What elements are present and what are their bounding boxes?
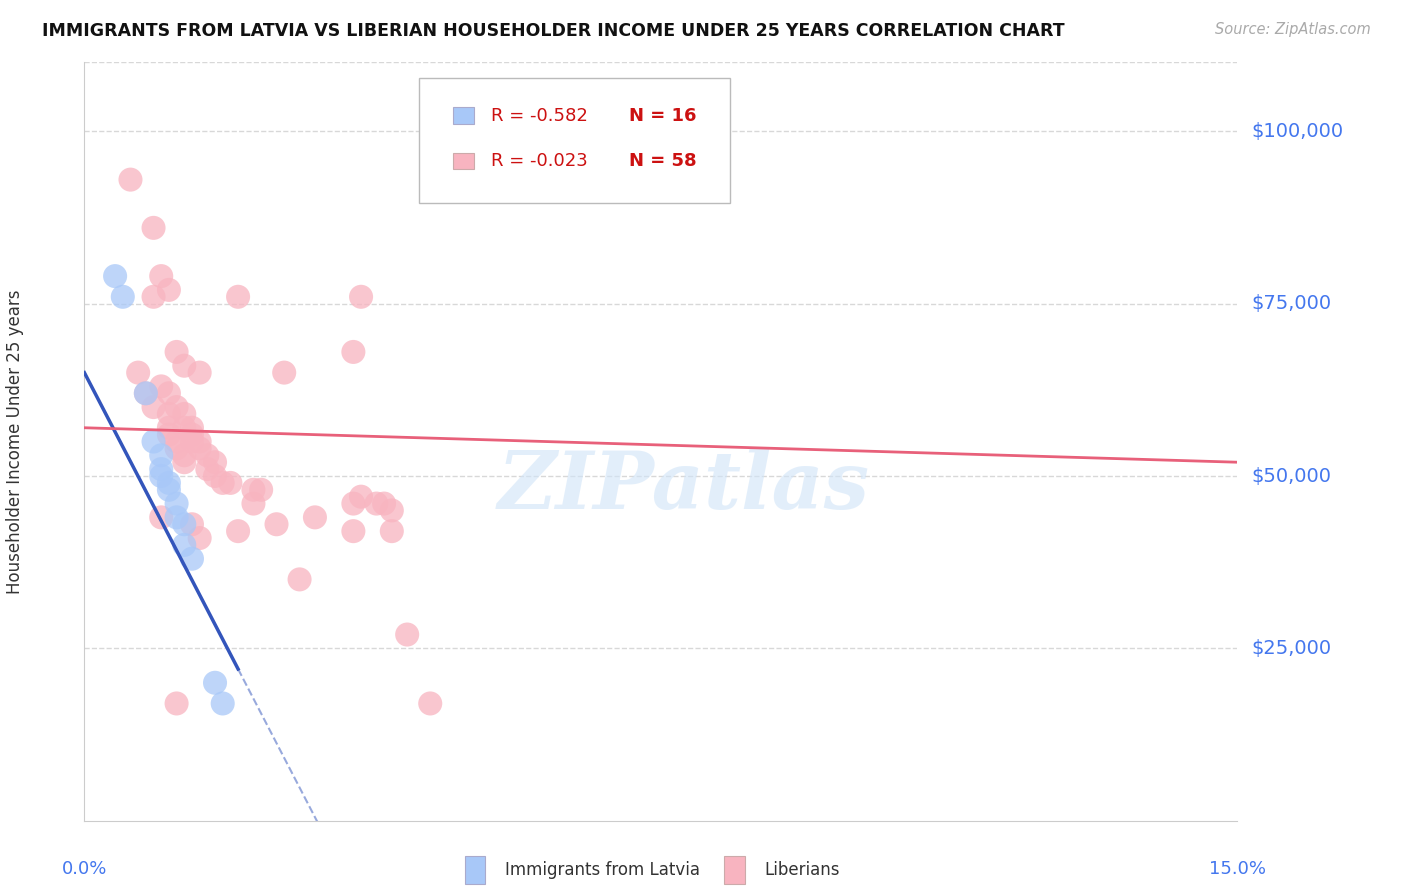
Point [366, 497, 388, 511]
Point [104, 269, 127, 284]
Point [127, 366, 149, 380]
Point [381, 503, 404, 517]
Point [181, 434, 204, 449]
Text: $100,000: $100,000 [1251, 122, 1343, 141]
Point [181, 517, 204, 532]
Point [173, 421, 195, 435]
Point [288, 573, 311, 587]
Point [150, 379, 173, 393]
FancyBboxPatch shape [453, 107, 474, 124]
Point [135, 386, 157, 401]
Point [166, 510, 188, 524]
Point [157, 427, 180, 442]
Point [204, 469, 226, 483]
FancyBboxPatch shape [419, 78, 730, 202]
Point [419, 697, 441, 711]
Point [173, 407, 195, 421]
Point [226, 524, 249, 538]
Text: Source: ZipAtlas.com: Source: ZipAtlas.com [1215, 22, 1371, 37]
Text: $25,000: $25,000 [1251, 639, 1331, 657]
Point [204, 455, 226, 469]
Point [273, 366, 295, 380]
Point [219, 475, 242, 490]
Text: IMMIGRANTS FROM LATVIA VS LIBERIAN HOUSEHOLDER INCOME UNDER 25 YEARS CORRELATION: IMMIGRANTS FROM LATVIA VS LIBERIAN HOUSE… [42, 22, 1064, 40]
Point [157, 483, 180, 497]
Point [166, 345, 188, 359]
Text: Liberians: Liberians [765, 861, 839, 879]
Point [157, 283, 180, 297]
Text: Immigrants from Latvia: Immigrants from Latvia [505, 861, 700, 879]
Point [150, 269, 173, 284]
Point [120, 172, 142, 186]
Point [150, 462, 173, 476]
Point [173, 455, 195, 469]
Text: R = -0.023: R = -0.023 [491, 152, 588, 170]
Point [142, 290, 165, 304]
Point [188, 366, 211, 380]
Point [181, 427, 204, 442]
FancyBboxPatch shape [465, 856, 485, 884]
Point [157, 407, 180, 421]
Point [181, 421, 204, 435]
Point [166, 497, 188, 511]
Point [157, 421, 180, 435]
Point [173, 359, 195, 373]
Point [166, 442, 188, 456]
Point [211, 475, 233, 490]
Point [173, 538, 195, 552]
Text: $50,000: $50,000 [1251, 467, 1331, 485]
Point [166, 400, 188, 414]
Point [157, 475, 180, 490]
Point [142, 220, 165, 235]
Point [350, 490, 373, 504]
Point [188, 531, 211, 545]
Point [150, 469, 173, 483]
Text: 0.0%: 0.0% [62, 860, 107, 878]
Point [157, 386, 180, 401]
Point [304, 510, 326, 524]
FancyBboxPatch shape [724, 856, 745, 884]
Point [188, 434, 211, 449]
Point [166, 434, 188, 449]
Point [211, 697, 233, 711]
Point [195, 448, 218, 462]
Text: 15.0%: 15.0% [1209, 860, 1265, 878]
Point [266, 517, 288, 532]
Point [242, 483, 264, 497]
Point [226, 290, 249, 304]
Point [142, 434, 165, 449]
Point [181, 551, 204, 566]
Text: ZIPatlas: ZIPatlas [498, 449, 870, 525]
FancyBboxPatch shape [453, 153, 474, 169]
Text: Householder Income Under 25 years: Householder Income Under 25 years [6, 289, 24, 594]
Point [342, 345, 364, 359]
Point [204, 675, 226, 690]
Point [342, 497, 364, 511]
Point [195, 462, 218, 476]
Point [166, 697, 188, 711]
Point [150, 448, 173, 462]
Text: N = 58: N = 58 [630, 152, 697, 170]
Point [242, 497, 264, 511]
Text: R = -0.582: R = -0.582 [491, 106, 588, 125]
Point [142, 400, 165, 414]
Point [173, 448, 195, 462]
Point [150, 510, 173, 524]
Text: $75,000: $75,000 [1251, 294, 1331, 313]
Point [135, 386, 157, 401]
Point [188, 442, 211, 456]
Point [373, 497, 395, 511]
Point [342, 524, 364, 538]
Text: N = 16: N = 16 [630, 106, 697, 125]
Point [250, 483, 273, 497]
Point [381, 524, 404, 538]
Point [396, 627, 419, 641]
Point [111, 290, 134, 304]
Point [173, 517, 195, 532]
Point [350, 290, 373, 304]
